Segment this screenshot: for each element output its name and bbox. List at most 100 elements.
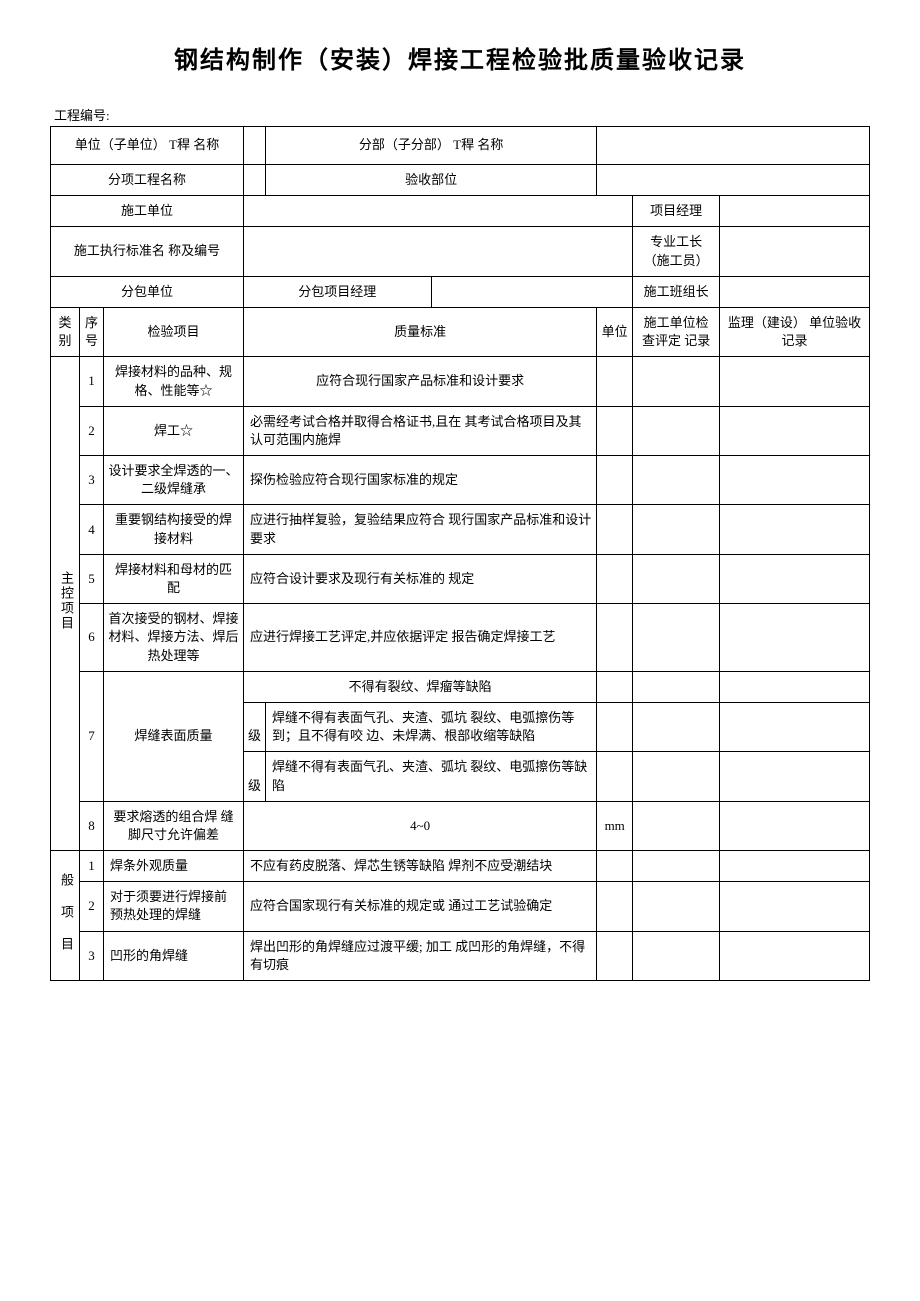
table-row: 6 首次接受的钢材、焊接 材料、焊接方法、焊后 热处理等 应进行焊接工艺评定,并… [51, 604, 870, 672]
standard-label: 施工执行标准名 称及编号 [51, 227, 244, 276]
record-cell [633, 931, 720, 980]
seq-cell: 4 [80, 505, 104, 554]
unit-cell [597, 671, 633, 702]
col-category: 类 别 [51, 307, 80, 356]
item-cell: 首次接受的钢材、焊接 材料、焊接方法、焊后 热处理等 [104, 604, 244, 672]
item-cell: 对于须要进行焊接前 预热处理的焊缝 [104, 882, 244, 931]
subpart-name-value [597, 127, 870, 165]
subcontract-pm-label: 分包项目经理 [244, 276, 432, 307]
supervision-cell [720, 931, 870, 980]
category-general: 般 项 目 [51, 851, 80, 981]
seq-cell: 8 [80, 801, 104, 850]
table-row: 3 设计要求全焊透的一、 二级焊缝承 探伤检验应符合现行国家标准的规定 [51, 456, 870, 505]
category-main: 主控项目 [51, 357, 80, 851]
seq-cell: 1 [80, 851, 104, 882]
std-cell: 应进行抽样复验，复验结果应符合 现行国家产品标准和设计要求 [244, 505, 597, 554]
item-cell: 焊工☆ [104, 406, 244, 455]
unit-cell [597, 702, 633, 751]
subcontract-unit-label: 分包单位 [51, 276, 244, 307]
unit-cell [597, 882, 633, 931]
unit-cell [597, 505, 633, 554]
table-row: 3 凹形的角焊缝 焊出凹形的角焊缝应过渡平缓; 加工 成凹形的角焊缝，不得有切痕 [51, 931, 870, 980]
record-cell [633, 801, 720, 850]
record-cell [633, 752, 720, 801]
unit-cell [597, 357, 633, 406]
unit-name-label: 单位（子单位） T稈 名称 [51, 127, 244, 165]
std-cell: 焊缝不得有表面气孔、夹渣、弧坑 裂纹、电弧擦伤等缺陷 [266, 752, 597, 801]
std-cell: 不得有裂纹、焊瘤等缺陷 [244, 671, 597, 702]
record-cell [633, 702, 720, 751]
record-cell [633, 456, 720, 505]
header-row-1: 单位（子单位） T稈 名称 分部（子分部） T稈 名称 [51, 127, 870, 165]
table-row: 般 项 目 1 焊条外观质量 不应有药皮脱落、焊芯生锈等缺陷 焊剂不应受潮结块 [51, 851, 870, 882]
item-cell: 设计要求全焊透的一、 二级焊缝承 [104, 456, 244, 505]
item-cell: 焊条外观质量 [104, 851, 244, 882]
col-construction-record: 施工单位检查评定 记录 [633, 307, 720, 356]
record-cell [633, 851, 720, 882]
supervision-cell [720, 505, 870, 554]
inspection-table: 单位（子单位） T稈 名称 分部（子分部） T稈 名称 分项工程名称 验收部位 … [50, 126, 870, 981]
header-row-5: 分包单位 分包项目经理 施工班组长 [51, 276, 870, 307]
item-cell: 焊缝表面质量 [104, 671, 244, 801]
col-unit: 单位 [597, 307, 633, 356]
seq-cell: 5 [80, 554, 104, 603]
supervision-cell [720, 702, 870, 751]
col-check-item: 检验项目 [104, 307, 244, 356]
std-cell: 焊缝不得有表面气孔、夹渣、弧坑 裂纹、电弧擦伤等到；且不得有咬 边、未焊满、根部… [266, 702, 597, 751]
supervision-cell [720, 671, 870, 702]
item-cell: 焊接材料的品种、规 格、性能等☆ [104, 357, 244, 406]
standard-value [244, 227, 633, 276]
record-cell [633, 357, 720, 406]
header-row-4: 施工执行标准名 称及编号 专业工长 （施工员） [51, 227, 870, 276]
seq-cell: 6 [80, 604, 104, 672]
accept-part-value [597, 165, 870, 196]
subitem-name-label: 分项工程名称 [51, 165, 244, 196]
record-cell [633, 505, 720, 554]
std-cell: 4~0 [244, 801, 597, 850]
std-cell: 必需经考试合格并取得合格证书,且在 其考试合格项目及其认可范围内施焊 [244, 406, 597, 455]
supervision-cell [720, 604, 870, 672]
table-row: 8 要求熔透的组合焊 缝脚尺寸允许偏差 4~0 mm [51, 801, 870, 850]
seq-cell: 3 [80, 931, 104, 980]
seq-cell: 3 [80, 456, 104, 505]
subpart-name-label: 分部（子分部） T稈 名称 [266, 127, 597, 165]
table-row: 5 焊接材料和母材的匹 配 应符合设计要求及现行有关标准的 规定 [51, 554, 870, 603]
team-leader-value [719, 276, 869, 307]
std-cell: 焊出凹形的角焊缝应过渡平缓; 加工 成凹形的角焊缝，不得有切痕 [244, 931, 597, 980]
unit-cell [597, 851, 633, 882]
unit-cell [597, 604, 633, 672]
unit-cell [597, 554, 633, 603]
construction-unit-value [244, 196, 633, 227]
pro-foreman-value [719, 227, 869, 276]
item-cell: 要求熔透的组合焊 缝脚尺寸允许偏差 [104, 801, 244, 850]
supervision-cell [720, 882, 870, 931]
grade-cell: 级 [244, 752, 266, 801]
accept-part-label: 验收部位 [266, 165, 597, 196]
table-row: 7 焊缝表面质量 不得有裂纹、焊瘤等缺陷 [51, 671, 870, 702]
std-cell: 应符合现行国家产品标准和设计要求 [244, 357, 597, 406]
record-cell [633, 671, 720, 702]
seq-cell: 2 [80, 406, 104, 455]
record-cell [633, 406, 720, 455]
table-row: 2 对于须要进行焊接前 预热处理的焊缝 应符合国家现行有关标准的规定或 通过工艺… [51, 882, 870, 931]
unit-cell [597, 456, 633, 505]
subitem-name-value [244, 165, 266, 196]
item-cell: 凹形的角焊缝 [104, 931, 244, 980]
std-cell: 探伤检验应符合现行国家标准的规定 [244, 456, 597, 505]
construction-unit-label: 施工单位 [51, 196, 244, 227]
record-cell [633, 554, 720, 603]
supervision-cell [720, 456, 870, 505]
column-header-row: 类 别 序号 检验项目 质量标准 单位 施工单位检查评定 记录 监理（建设） 单… [51, 307, 870, 356]
col-quality-std: 质量标准 [244, 307, 597, 356]
unit-cell: mm [597, 801, 633, 850]
record-cell [633, 882, 720, 931]
item-cell: 焊接材料和母材的匹 配 [104, 554, 244, 603]
table-row: 4 重要钢结构接受的焊 接材料 应进行抽样复验，复验结果应符合 现行国家产品标准… [51, 505, 870, 554]
table-row: 主控项目 1 焊接材料的品种、规 格、性能等☆ 应符合现行国家产品标准和设计要求 [51, 357, 870, 406]
seq-cell: 7 [80, 671, 104, 801]
unit-name-value [244, 127, 266, 165]
team-leader-label: 施工班组长 [633, 276, 720, 307]
supervision-cell [720, 752, 870, 801]
header-row-2: 分项工程名称 验收部位 [51, 165, 870, 196]
unit-cell [597, 931, 633, 980]
